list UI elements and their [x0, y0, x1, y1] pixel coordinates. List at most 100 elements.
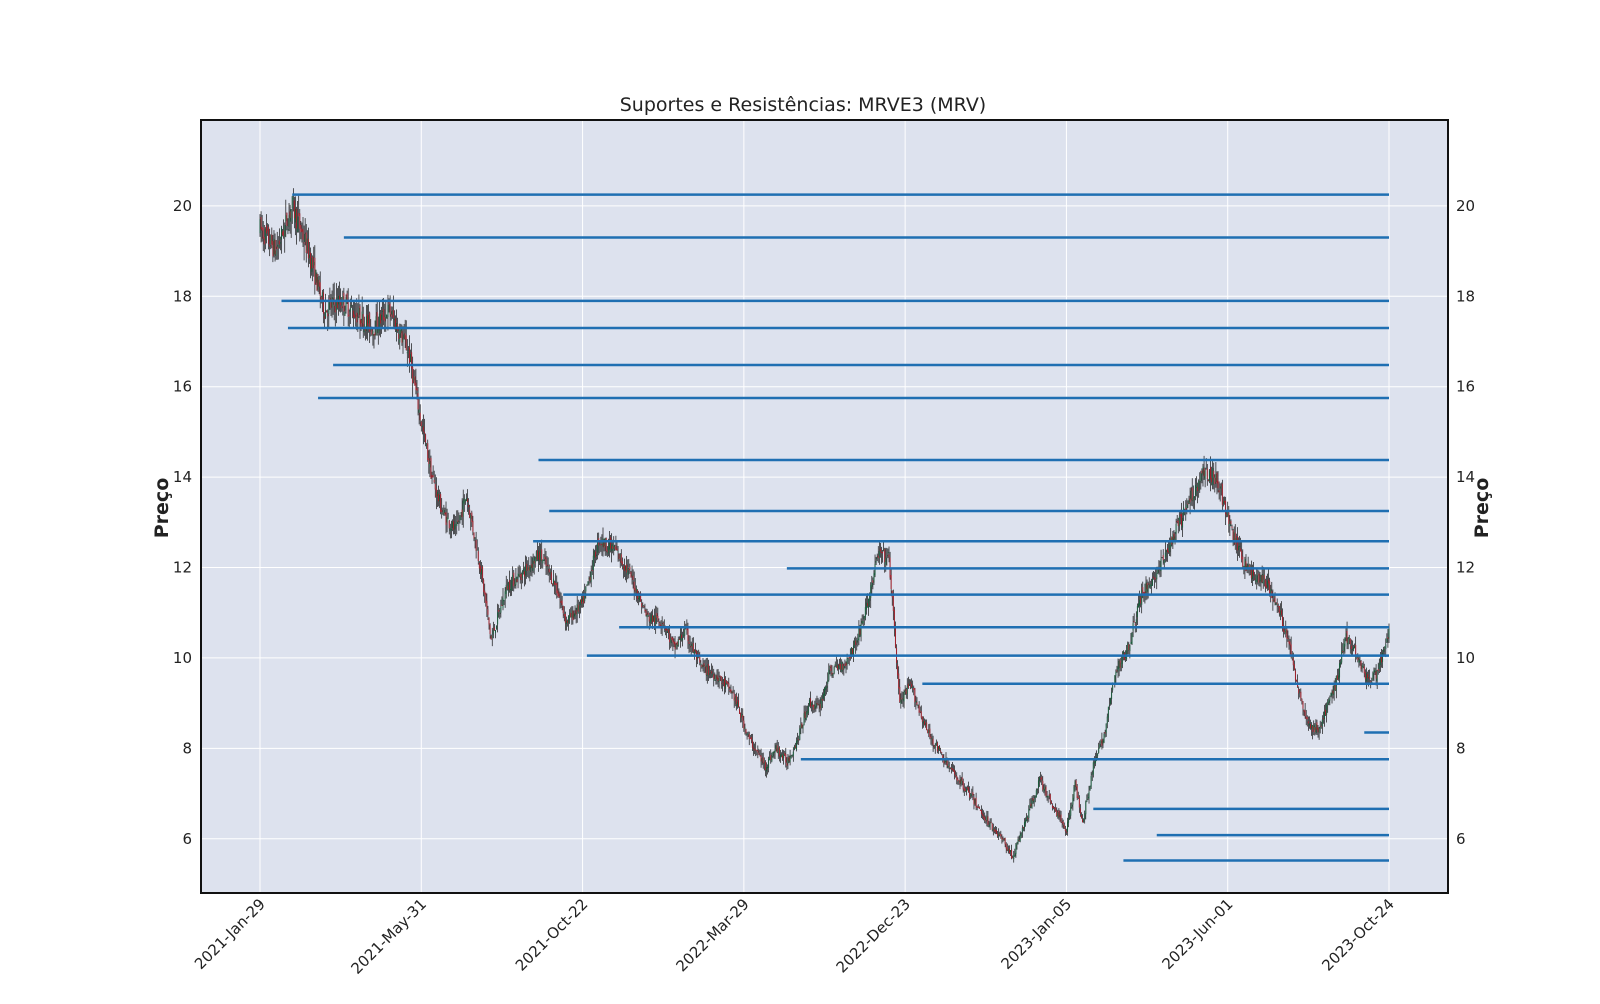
candle-body — [1268, 579, 1270, 584]
candle-body — [506, 585, 508, 590]
candle-body — [1060, 814, 1062, 822]
candle-body — [316, 273, 318, 291]
candle-body — [1063, 824, 1065, 829]
candlestick — [1206, 463, 1208, 486]
candle-body — [1098, 748, 1100, 753]
candlestick — [1068, 812, 1070, 828]
candle-body — [878, 551, 880, 558]
candlestick — [531, 556, 533, 577]
candle-body — [1303, 709, 1305, 712]
candlestick — [750, 733, 752, 744]
candle-body — [943, 759, 945, 764]
candlestick — [959, 775, 961, 790]
candle-body — [388, 301, 390, 304]
candlestick — [441, 498, 443, 519]
candle-body — [349, 307, 351, 312]
candle-body — [312, 256, 314, 269]
candlestick — [533, 555, 535, 575]
y-tick-label: 18 — [173, 287, 192, 305]
candle-body — [956, 775, 958, 780]
candlestick — [1303, 709, 1305, 717]
candle-body — [1340, 661, 1342, 665]
candle-body — [772, 751, 774, 757]
candlestick — [860, 618, 862, 642]
candle-body — [647, 612, 649, 615]
candle-body — [424, 431, 426, 434]
candlestick — [1322, 711, 1324, 724]
candle-body — [1196, 486, 1198, 488]
candlestick — [644, 603, 646, 613]
y-tick-label: 8 — [182, 739, 192, 757]
candlestick — [610, 535, 612, 553]
candlestick — [546, 556, 548, 575]
candlestick — [1218, 481, 1220, 500]
candle-body — [861, 620, 863, 624]
candle-body — [703, 663, 705, 667]
candlestick — [1090, 771, 1092, 789]
candle-body — [362, 314, 364, 330]
candle-body — [299, 213, 301, 229]
candlestick — [706, 657, 708, 684]
candlestick — [931, 733, 933, 746]
candlestick — [833, 665, 835, 675]
candlestick — [883, 542, 885, 552]
candlestick — [482, 565, 484, 584]
candlestick — [889, 551, 891, 580]
candlestick — [1329, 695, 1331, 706]
candle-body — [1226, 514, 1228, 516]
candle-body — [724, 678, 726, 687]
candle-body — [608, 539, 610, 550]
candlestick — [532, 553, 534, 573]
candle-body — [944, 760, 946, 762]
candle-body — [345, 297, 347, 311]
candle-body — [988, 825, 990, 827]
candle-body — [704, 664, 706, 666]
candle-body — [782, 755, 784, 759]
candlestick — [710, 669, 712, 679]
candlestick — [1071, 802, 1073, 809]
candlestick — [497, 603, 499, 633]
candle-body — [489, 624, 491, 634]
candlestick — [1382, 649, 1384, 669]
candlestick — [1099, 740, 1101, 749]
candlestick — [1360, 660, 1362, 672]
candlestick — [447, 512, 449, 520]
candlestick — [1118, 659, 1120, 677]
candlestick — [888, 546, 890, 563]
candlestick — [1116, 665, 1118, 673]
candlestick — [940, 747, 942, 754]
candle-body — [427, 443, 429, 461]
candle-body — [1099, 744, 1101, 749]
candle-body — [587, 581, 589, 585]
candle-body — [828, 669, 830, 681]
candlestick — [1059, 810, 1061, 822]
candle-body — [525, 565, 527, 576]
candlestick — [948, 761, 950, 773]
candle-body — [1201, 470, 1203, 474]
candlestick — [1304, 702, 1306, 719]
candlestick — [784, 750, 786, 757]
candle-body — [1106, 716, 1108, 724]
candlestick — [1082, 814, 1084, 823]
candlestick — [419, 404, 421, 427]
candlestick — [919, 706, 921, 714]
candlestick — [1036, 788, 1038, 795]
candle-body — [1322, 718, 1324, 720]
candle-body — [562, 606, 564, 614]
candle-body — [739, 708, 741, 714]
candle-body — [1350, 645, 1352, 650]
candlestick — [874, 554, 876, 578]
candle-body — [1301, 699, 1303, 702]
candle-body — [1162, 555, 1164, 561]
candle-body — [267, 229, 269, 231]
candlestick — [834, 661, 836, 668]
candlestick — [470, 512, 472, 531]
candlestick — [1031, 796, 1033, 809]
candlestick — [1105, 723, 1107, 737]
candle-body — [355, 315, 357, 317]
candlestick — [770, 749, 772, 764]
candlestick — [430, 455, 432, 480]
candle-body — [1022, 827, 1024, 829]
candle-body — [300, 225, 302, 233]
candle-body — [1247, 563, 1249, 569]
